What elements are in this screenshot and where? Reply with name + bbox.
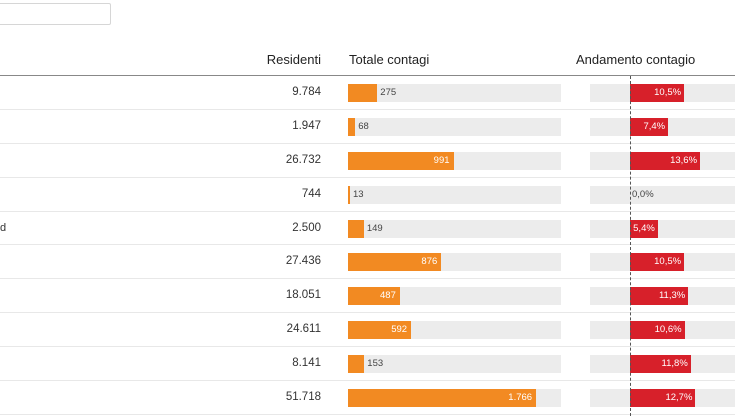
- totale-contagi-bar: [348, 253, 442, 272]
- table-row: 8.141 153 11,8%: [0, 347, 735, 382]
- totale-contagi-bar: [348, 84, 378, 102]
- row-residenti: 2.500: [292, 221, 321, 234]
- totale-contagi-label: 13: [353, 188, 364, 200]
- andamento-contagio-track: 11,3%: [590, 287, 735, 306]
- totale-contagi-track: 876: [348, 253, 561, 272]
- totale-contagi-track: 487: [348, 287, 561, 306]
- row-residenti: 9.784: [292, 86, 321, 98]
- andamento-contagio-label: 0,0%: [632, 188, 654, 200]
- totale-contagi-label: 275: [380, 87, 397, 98]
- totale-contagi-bar: [348, 389, 537, 408]
- andamento-contagio-label: 10,6%: [654, 324, 682, 336]
- table-row: 9.784 275 10,5%: [0, 76, 735, 110]
- andamento-contagio-track: 10,5%: [590, 84, 735, 102]
- andamento-contagio-track: 12,7%: [590, 389, 735, 408]
- totale-contagi-bar: [348, 321, 412, 340]
- totale-contagi-label: 487: [380, 290, 396, 302]
- totale-contagi-label: 68: [358, 120, 369, 132]
- andamento-contagio-bar: [630, 389, 696, 408]
- row-residenti: 51.718: [285, 391, 321, 404]
- table-row: 51.718 1.766 12,7%: [0, 381, 735, 415]
- totale-contagi-label: 592: [391, 324, 408, 336]
- column-header-totale-contagi[interactable]: Totale contagi: [349, 52, 430, 67]
- header-divider: [0, 75, 735, 76]
- totale-contagi-label: 991: [433, 154, 450, 166]
- andamento-contagio-bar: [630, 287, 689, 306]
- totale-contagi-track: 68: [348, 117, 561, 136]
- row-residenti: 24.611: [286, 323, 321, 336]
- andamento-contagio-track: 0,0%: [590, 185, 735, 204]
- row-residenti: 8.141: [292, 357, 321, 370]
- row-residenti: 18.051: [285, 289, 321, 302]
- row-name: d: [0, 221, 7, 234]
- totale-contagi-bar: [348, 287, 400, 306]
- andamento-contagio-label: 10,5%: [654, 256, 682, 268]
- row-residenti: 1.947: [292, 119, 321, 132]
- row-residenti: 27.436: [285, 255, 321, 268]
- andamento-contagio-bar: [630, 219, 658, 238]
- andamento-contagio-label: 10,5%: [654, 87, 682, 98]
- table-row: 744 13 0,0%: [0, 178, 735, 212]
- andamento-contagio-bar: [630, 84, 685, 102]
- andamento-contagio-label: 5,4%: [633, 222, 655, 234]
- totale-contagi-track: 1.766: [348, 389, 561, 408]
- andamento-contagio-track: 13,6%: [590, 151, 735, 170]
- andamento-contagio-label: 11,3%: [658, 290, 686, 302]
- table-row: d 2.500 149 5,4%: [0, 212, 735, 246]
- andamento-contagio-track: 10,6%: [590, 321, 735, 340]
- totale-contagi-bar: [348, 185, 350, 204]
- andamento-contagio-track: 10,5%: [590, 253, 735, 272]
- table-row: 27.436 876 10,5%: [0, 245, 735, 280]
- andamento-contagio-bar: [630, 321, 685, 340]
- andamento-contagio-bar: [630, 151, 701, 170]
- column-header-andamento-contagio[interactable]: Andamento contagio: [576, 52, 696, 67]
- andamento-contagio-track: 11,8%: [590, 355, 735, 374]
- totale-contagi-label: 876: [421, 256, 438, 268]
- totale-contagi-bar: [348, 117, 356, 136]
- table-row: 24.611 592 10,6%: [0, 313, 735, 348]
- row-residenti: 26.732: [285, 153, 321, 166]
- totale-contagi-bar: [348, 219, 364, 238]
- andamento-contagio-track: 7,4%: [590, 117, 735, 136]
- totale-contagi-label: 153: [367, 358, 384, 370]
- table-row: 26.732 991 13,6%: [0, 144, 735, 178]
- andamento-contagio-track: 5,4%: [590, 219, 735, 238]
- andamento-contagio-label: 7,4%: [643, 120, 666, 132]
- andamento-contagio-label: 11,8%: [661, 358, 688, 370]
- totale-contagi-track: 153: [348, 355, 561, 374]
- totale-contagi-label: 149: [366, 222, 383, 234]
- totale-contagi-track: 991: [348, 151, 561, 170]
- totale-contagi-track: 149: [348, 219, 561, 238]
- table-row: 1.947 68 7,4%: [0, 110, 735, 144]
- table-row: 18.051 487 11,3%: [0, 279, 735, 314]
- andamento-contagio-bar: [630, 355, 691, 374]
- search-input[interactable]: [0, 3, 111, 25]
- totale-contagi-track: 275: [348, 84, 561, 102]
- andamento-contagio-label: 12,7%: [665, 392, 693, 404]
- totale-contagi-track: 592: [348, 321, 561, 340]
- andamento-zero-line: [630, 76, 631, 416]
- andamento-contagio-label: 13,6%: [670, 154, 698, 166]
- row-residenti: 744: [301, 187, 321, 200]
- totale-contagi-bar: [348, 151, 454, 170]
- totale-contagi-label: 1.766: [508, 392, 533, 404]
- table-body: 9.784 275 10,5% 1.947 68 7,4% 26.732 991 13,6% 74…: [0, 76, 735, 415]
- andamento-contagio-bar: [630, 117, 669, 136]
- totale-contagi-track: 13: [348, 185, 561, 204]
- andamento-contagio-bar: [630, 253, 685, 272]
- totale-contagi-bar: [348, 355, 365, 374]
- column-header-residenti[interactable]: Residenti: [266, 52, 321, 67]
